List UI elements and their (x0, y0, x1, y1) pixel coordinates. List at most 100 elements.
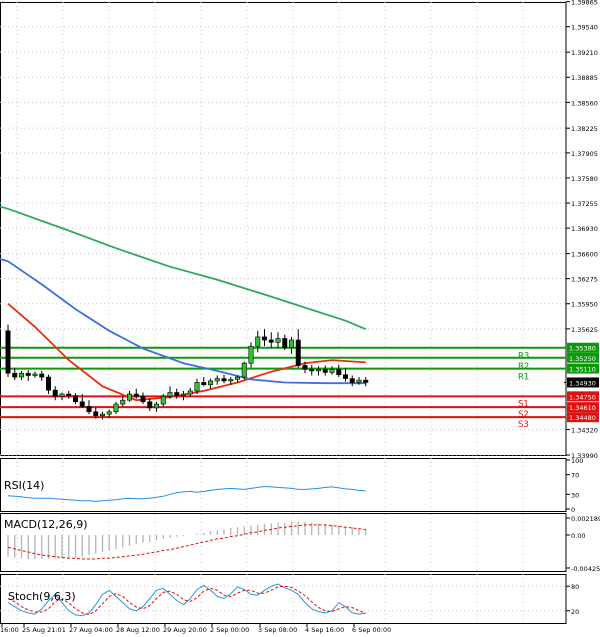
candle (342, 367, 348, 382)
candle (302, 361, 308, 374)
level-tag-r1 (567, 363, 599, 374)
time-label: 4 Sep 16:00 (305, 626, 344, 634)
candle (25, 370, 31, 381)
level-name-s2: S2 (518, 410, 529, 420)
price-tick-label: 1.37580 (571, 175, 598, 183)
candle-body (66, 393, 72, 396)
candlestick-series (5, 324, 369, 420)
time-label: 27 Aug 04:00 (69, 626, 113, 634)
candle (45, 374, 51, 395)
candle-body (147, 401, 153, 409)
candle (12, 367, 18, 381)
pane-frame (0, 513, 567, 572)
level-price-r3: 1.35380 (569, 345, 596, 353)
candle-body (288, 339, 294, 349)
time-label: 3 Sep 08:00 (258, 626, 297, 634)
macd-tick-label: 0.002189 (571, 515, 600, 523)
candle (315, 366, 321, 376)
candle (255, 330, 261, 353)
level-price-s2: 1.34610 (569, 404, 596, 412)
candle (261, 329, 267, 347)
candle-body (255, 336, 261, 347)
candle-body (160, 396, 166, 405)
time-label: 25 Aug 21:01 (22, 626, 66, 634)
candle (93, 407, 99, 419)
level-tag-s3 (567, 412, 599, 423)
candle (241, 361, 247, 380)
candle-body (235, 376, 241, 380)
level-tag-r2 (567, 352, 599, 363)
level-name-r2: R2 (518, 362, 529, 372)
price-tick-label: 1.37905 (571, 150, 598, 158)
candle (288, 336, 294, 354)
rsi-title: RSI(14) (4, 479, 44, 492)
candle-body (100, 413, 106, 416)
candle (154, 401, 160, 412)
pane-frame (0, 458, 567, 512)
moving-average-lines (0, 205, 367, 402)
time-axis: 16:00 25 Aug 21:01 27 Aug 04:00 28 Aug 12:0… (0, 623, 391, 634)
candle (86, 400, 92, 415)
level-price-s3: 1.34480 (569, 414, 596, 422)
candle (214, 375, 220, 385)
candle (160, 394, 166, 407)
price-tick-label: 1.38225 (571, 125, 598, 133)
candle-body (315, 369, 321, 372)
candle (275, 332, 281, 348)
candle (187, 387, 193, 398)
candle-body (336, 369, 342, 376)
stoch-tick-label: 80 (571, 583, 579, 591)
candle-body (295, 339, 301, 366)
price-axis: 1.39865 1.39540 1.39210 1.38885 1.38560 1.382… (564, 0, 599, 460)
candle-body (32, 373, 38, 376)
current-price-label: 1.34930 (569, 379, 596, 387)
candle-body (174, 392, 180, 396)
candle-body (329, 369, 335, 373)
level-tag-s2 (567, 402, 599, 413)
candle-body (127, 393, 133, 401)
level-price-s1: 1.34750 (569, 393, 596, 401)
macd-panel: 0.002189 0.00 -0.004258 MACD(12,26,9) (4, 515, 600, 573)
candle-body (228, 379, 234, 382)
candle (349, 375, 355, 387)
candle (322, 365, 328, 376)
price-tick-label: 1.34320 (571, 427, 598, 435)
rsi-panel: 100 70 30 0 RSI(14) (4, 457, 583, 514)
macd-tick-label: 0.00 (571, 532, 585, 540)
candle (66, 390, 72, 399)
rsi-tick-label: 70 (571, 472, 579, 480)
candle-body (268, 339, 274, 343)
candle (329, 366, 335, 375)
level-name-r1: R1 (518, 373, 529, 383)
candle-body (5, 330, 11, 374)
candle (282, 334, 288, 351)
candle-body (194, 382, 200, 392)
price-tick-label: 1.36600 (571, 251, 598, 259)
candle-body (113, 403, 119, 413)
candle (309, 364, 315, 376)
price-tick-label: 1.38560 (571, 99, 598, 107)
candle-body (133, 393, 139, 397)
candle (356, 377, 362, 385)
candle-body (59, 393, 65, 397)
level-tag-r3 (567, 342, 599, 353)
stoch-title: Stoch(9,6,3) (8, 590, 76, 603)
candle-body (309, 369, 315, 372)
candle (201, 377, 207, 387)
price-tick-label: 1.39540 (571, 24, 598, 32)
candle-body (86, 406, 92, 413)
candle (363, 377, 369, 387)
pane-frame (0, 2, 567, 456)
candle-body (93, 411, 99, 416)
macd-tick-label: -0.004258 (571, 565, 600, 573)
time-label: 2 Sep 00:00 (210, 626, 249, 634)
candle-body (208, 380, 214, 386)
candle (73, 393, 79, 405)
candle-body (356, 379, 362, 383)
candle (39, 370, 45, 381)
candle-body (167, 392, 173, 397)
candle (268, 332, 274, 348)
price-tick-label: 1.39210 (571, 49, 598, 57)
candle-body (322, 369, 328, 373)
price-tick-label: 1.35950 (571, 301, 598, 309)
